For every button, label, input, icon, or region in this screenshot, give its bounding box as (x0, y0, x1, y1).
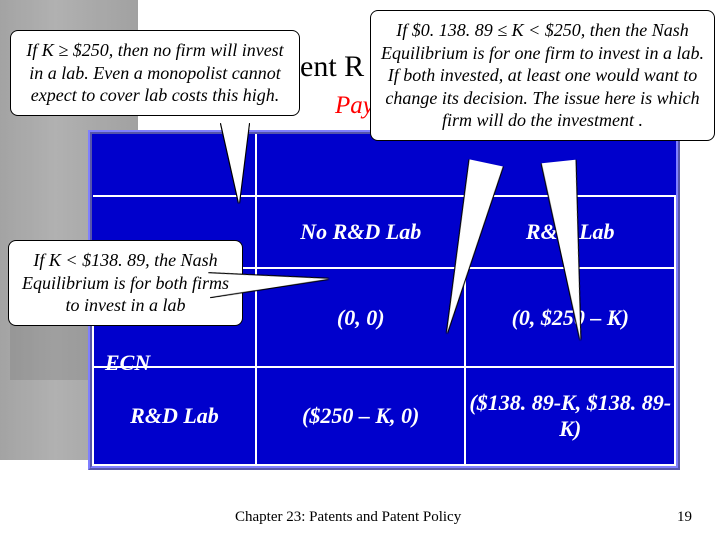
callout-high-k: If K ≥ $250, then no firm will invest in… (10, 30, 300, 116)
callout-text: If $0. 138. 89 ≤ K < $250, then the Nash… (381, 19, 704, 132)
callout-text: If K ≥ $250, then no firm will invest in… (21, 39, 289, 107)
callout-text: If K < $138. 89, the Nash Equilibrium is… (19, 249, 232, 317)
col-header-0: No R&D Lab (256, 196, 466, 268)
slide: ent R Pay-O No R&D Lab R&D Lab Lab (0, 0… (0, 0, 720, 540)
callout-tail-icon (221, 123, 249, 203)
footer-page-number: 19 (677, 509, 692, 526)
callout-low-k: If K < $138. 89, the Nash Equilibrium is… (8, 240, 243, 326)
row-header-1: R&D Lab (93, 367, 256, 465)
payoff-1-0: ($250 – K, 0) (256, 367, 466, 465)
row-player-label: ECN (105, 350, 150, 376)
title-fragment: ent R (300, 50, 364, 84)
footer-chapter: Chapter 23: Patents and Patent Policy (235, 509, 461, 526)
callout-mid-k: If $0. 138. 89 ≤ K < $250, then the Nash… (370, 10, 715, 141)
payoff-1-1: ($138. 89-K, $138. 89-K) (465, 367, 675, 465)
